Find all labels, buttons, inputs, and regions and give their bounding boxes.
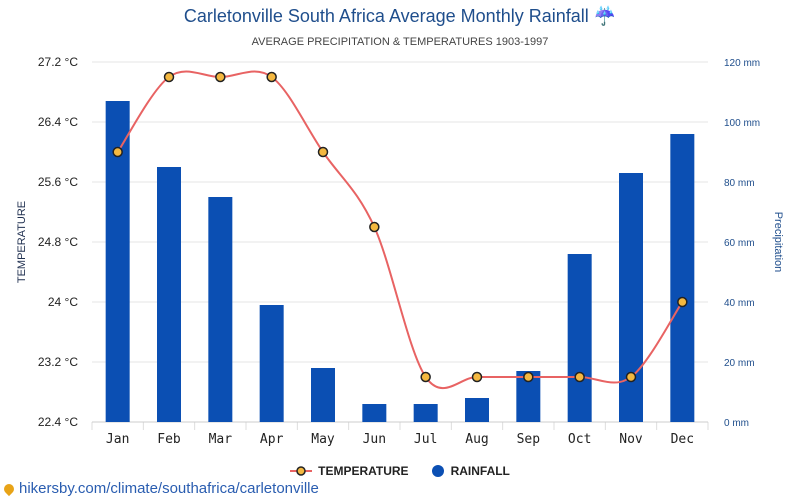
temperature-point <box>112 146 123 158</box>
rainfall-bar <box>567 254 592 422</box>
temperature-point <box>574 371 585 383</box>
temperature-point <box>420 371 431 383</box>
y-tick-left: 26.4 °C <box>38 115 78 129</box>
temperature-point <box>471 371 483 383</box>
rainfall-bar <box>619 173 643 422</box>
temperature-point <box>266 71 277 83</box>
x-tick-label: Jun <box>363 432 386 447</box>
y-tick-left: 24 °C <box>48 295 78 309</box>
y-tick-left: 25.6 °C <box>38 175 78 189</box>
chart-title: Carletonville South Africa Average Month… <box>183 6 617 26</box>
x-tick-label: Jul <box>414 432 437 447</box>
y-tick-left: 23.2 °C <box>38 355 78 369</box>
legend-item-temperature[interactable]: TEMPERATURE <box>290 464 409 478</box>
temperature-line <box>116 70 684 390</box>
chart-legend: TEMPERATURE RAINFALL <box>0 464 800 478</box>
temperature-point <box>523 371 534 383</box>
rainfall-bar <box>465 398 489 422</box>
x-tick-label: Jan <box>106 432 129 447</box>
legend-item-rainfall[interactable]: RAINFALL <box>431 464 510 478</box>
y-tick-right: 120 mm <box>724 58 760 69</box>
rainfall-bar <box>413 404 438 422</box>
temperature-point <box>163 71 175 83</box>
y-tick-right: 20 mm <box>724 358 755 369</box>
x-tick-label: Nov <box>619 432 643 447</box>
legend-label-temperature: TEMPERATURE <box>318 464 409 478</box>
y-tick-right: 100 mm <box>724 118 760 129</box>
y-tick-left: 24.8 °C <box>38 235 78 249</box>
temperature-point <box>317 146 329 158</box>
chart-subtitle: AVERAGE PRECIPITATION & TEMPERATURES 190… <box>251 36 549 48</box>
x-tick-label: May <box>311 432 335 447</box>
x-tick-label: Mar <box>209 432 233 447</box>
rainfall-bar <box>259 305 284 422</box>
x-tick-label: Sep <box>517 432 541 447</box>
location-pin-icon <box>1 481 17 496</box>
x-tick-label: Apr <box>260 432 284 447</box>
rainfall-bar <box>157 167 181 422</box>
x-tick-label: Feb <box>157 432 181 447</box>
x-tick-label: Dec <box>671 432 694 447</box>
rainfall-legend-icon <box>431 465 444 477</box>
source-link[interactable]: hikersby.com/climate/southafrica/carleto… <box>1 480 319 497</box>
y-tick-right: 80 mm <box>724 178 755 189</box>
temperature-point <box>369 221 380 233</box>
y-axis-label-right: Precipitation <box>772 212 784 273</box>
x-tick-label: Aug <box>465 432 488 447</box>
source-link-text: hikersby.com/climate/southafrica/carleto… <box>19 480 319 497</box>
temperature-legend-icon <box>290 466 313 476</box>
y-tick-right: 0 mm <box>724 418 749 429</box>
rainfall-bar <box>208 197 233 422</box>
rainfall-bar <box>362 404 387 422</box>
y-tick-left: 22.4 °C <box>38 415 78 429</box>
y-tick-right: 40 mm <box>724 298 755 309</box>
rainfall-bar <box>105 101 130 422</box>
x-tick-label: Oct <box>568 432 591 447</box>
rainfall-bar <box>311 368 335 422</box>
temperature-point <box>625 371 637 383</box>
rainfall-bar <box>670 134 695 422</box>
temperature-point <box>677 296 688 308</box>
legend-label-rainfall: RAINFALL <box>450 464 510 478</box>
y-tick-left: 27.2 °C <box>38 55 78 69</box>
temperature-point <box>215 71 226 83</box>
y-tick-right: 60 mm <box>724 238 755 249</box>
y-axis-label-left: TEMPERATURE <box>16 201 28 283</box>
